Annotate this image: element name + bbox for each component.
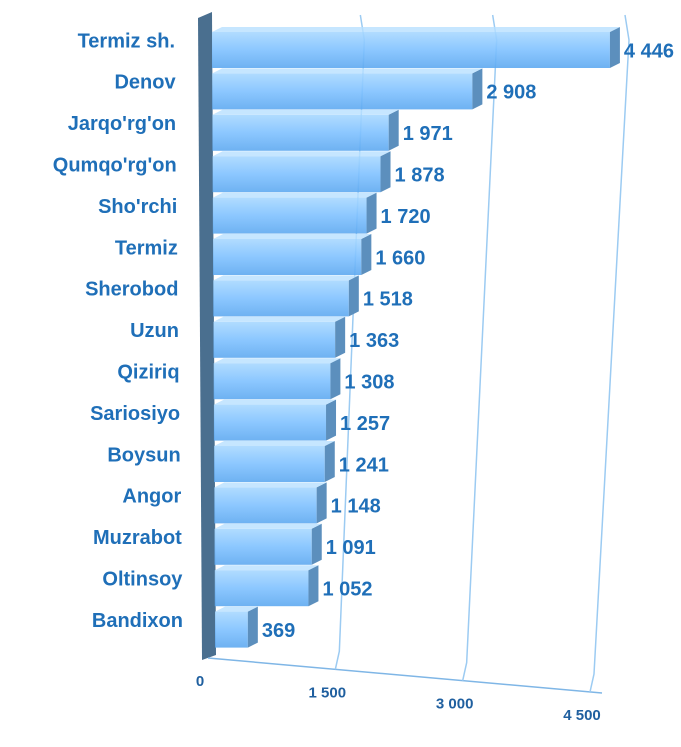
bar [212, 32, 610, 68]
bar-top [214, 565, 319, 571]
x-tick-label: 0 [196, 673, 204, 690]
x-tick-label: 3 000 [436, 696, 474, 713]
bar-end [609, 27, 620, 68]
y-tick-label: Sho'rchi [98, 196, 177, 218]
bar-top [212, 27, 620, 32]
bar-top [214, 523, 322, 529]
y-tick-label: Denov [114, 72, 176, 94]
data-label: 1 091 [326, 537, 376, 559]
y-tick-label: Muzrabot [93, 527, 182, 549]
bar [214, 570, 309, 607]
y-tick-label: Qumqo'rg'on [53, 154, 177, 176]
bar-end [308, 565, 319, 607]
bar [214, 528, 312, 565]
y-tick-label: Boysun [107, 444, 180, 466]
bar-end [366, 192, 377, 234]
y-tick-label: Termiz [115, 237, 178, 259]
bar-end [361, 234, 372, 275]
bar [213, 280, 349, 317]
bar-top [213, 358, 341, 364]
data-label: 369 [262, 620, 295, 642]
x-tick-label: 1 500 [309, 684, 347, 701]
bar-top [212, 192, 377, 198]
data-label: 2 908 [486, 82, 536, 104]
bar-end [388, 109, 399, 151]
data-label: 1 241 [339, 454, 389, 476]
data-label: 1 971 [403, 123, 453, 145]
data-label: 1 363 [349, 330, 399, 352]
y-tick-label: Sariosiyo [90, 403, 180, 425]
bar-end [335, 316, 346, 358]
bar [213, 239, 362, 275]
y-tick-label: Uzun [130, 320, 179, 342]
x-axis [207, 657, 603, 694]
data-label: 1 878 [395, 164, 445, 186]
bar [213, 404, 327, 441]
bar-end [324, 441, 335, 482]
data-label: 1 257 [340, 413, 390, 435]
bar-top [212, 68, 483, 74]
bar-top [213, 275, 359, 281]
bar [215, 611, 248, 648]
y-tick-label: Oltinsoy [102, 568, 183, 590]
data-label: 1 148 [331, 496, 381, 518]
bar [212, 73, 473, 110]
bar-end [311, 523, 322, 565]
bar-top [212, 151, 391, 157]
data-label: 1 308 [344, 371, 394, 393]
bar [214, 487, 317, 524]
bar [213, 321, 336, 358]
y-tick-label: Qiziriq [117, 361, 179, 383]
bar [214, 446, 325, 482]
bar-end [326, 399, 337, 441]
bar-end [247, 606, 258, 648]
bar-top [212, 109, 399, 115]
bar-end [316, 482, 327, 524]
y-tick-label: Termiz sh. [78, 30, 175, 52]
y-tick-label: Angor [122, 486, 181, 508]
y-tick-label: Bandixon [92, 610, 183, 632]
data-label: 1 518 [363, 289, 413, 311]
data-label: 1 660 [375, 247, 425, 269]
data-label: 1 720 [381, 206, 431, 228]
bar [212, 114, 389, 151]
bar-top [215, 606, 258, 612]
bar-top [214, 482, 327, 488]
data-label: 1 052 [322, 578, 372, 600]
axis-wall [198, 12, 216, 660]
bar-end [348, 275, 359, 317]
bar-end [380, 151, 391, 193]
grid-line [589, 14, 630, 693]
bar [213, 363, 331, 400]
data-label: 4 446 [624, 40, 674, 62]
bar [212, 156, 381, 193]
bar-end [472, 68, 483, 110]
grid-line [461, 14, 498, 681]
bar-top [213, 234, 372, 239]
y-tick-label: Jarqo'rg'on [68, 113, 176, 135]
bar [212, 197, 367, 234]
y-tick-label: Sherobod [85, 279, 178, 301]
x-tick-label: 4 500 [563, 707, 601, 724]
bar-top [213, 399, 337, 405]
bar-top [213, 316, 346, 322]
bar-end [330, 358, 341, 400]
bar-top [214, 441, 335, 446]
